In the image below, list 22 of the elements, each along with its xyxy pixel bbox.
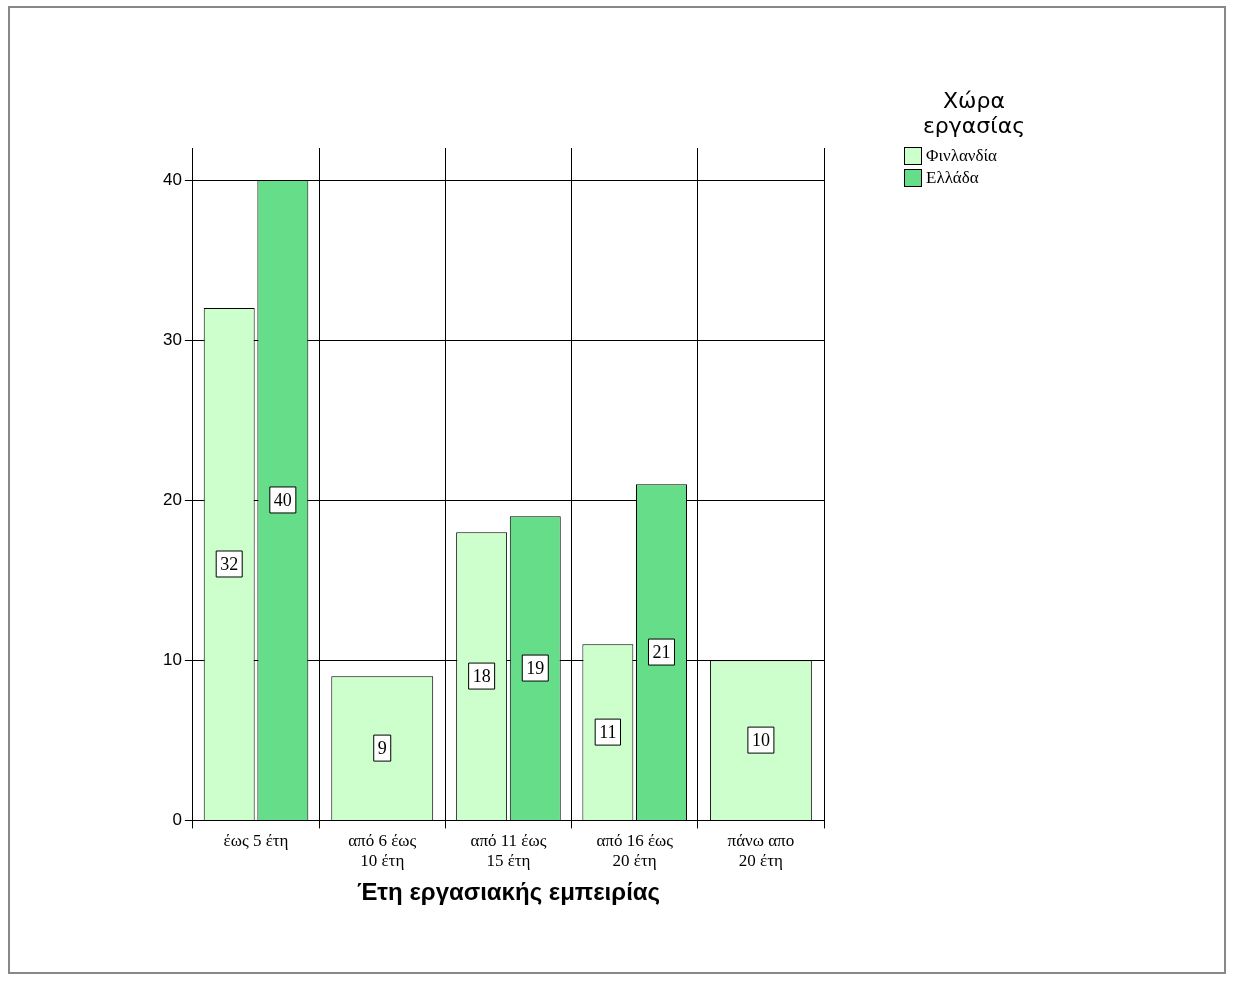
y-tick-label: 0 xyxy=(172,810,182,830)
data-label: 10 xyxy=(751,729,770,750)
data-label: 40 xyxy=(273,489,292,510)
x-tick-label: πάνω απο 20 έτη xyxy=(727,831,795,871)
x-axis-title: Έτη εργασιακής εμπειρίας xyxy=(356,878,661,906)
data-label: 11 xyxy=(599,721,617,742)
x-tick-label: από 16 έως 20 έτη xyxy=(596,831,674,871)
x-tick-label: έως 5 έτη xyxy=(223,831,289,851)
y-tick-label: 20 xyxy=(162,489,182,509)
data-label: 18 xyxy=(472,665,491,686)
y-tick-label: 10 xyxy=(162,649,182,669)
legend-label: Ελλάδα xyxy=(926,168,979,188)
data-label: 19 xyxy=(526,657,545,678)
legend-label: Φινλανδία xyxy=(926,146,998,166)
y-tick-label: 40 xyxy=(162,169,182,189)
y-tick-label: 30 xyxy=(162,329,182,349)
data-label: 21 xyxy=(652,641,671,662)
legend-title: Χώρα εργασίας xyxy=(921,88,1027,138)
x-tick-label: από 11 έως 15 έτη xyxy=(470,831,547,871)
data-label: 9 xyxy=(377,737,387,758)
x-tick-label: από 6 έως 10 έτη xyxy=(348,831,417,871)
data-label: 32 xyxy=(220,553,239,574)
